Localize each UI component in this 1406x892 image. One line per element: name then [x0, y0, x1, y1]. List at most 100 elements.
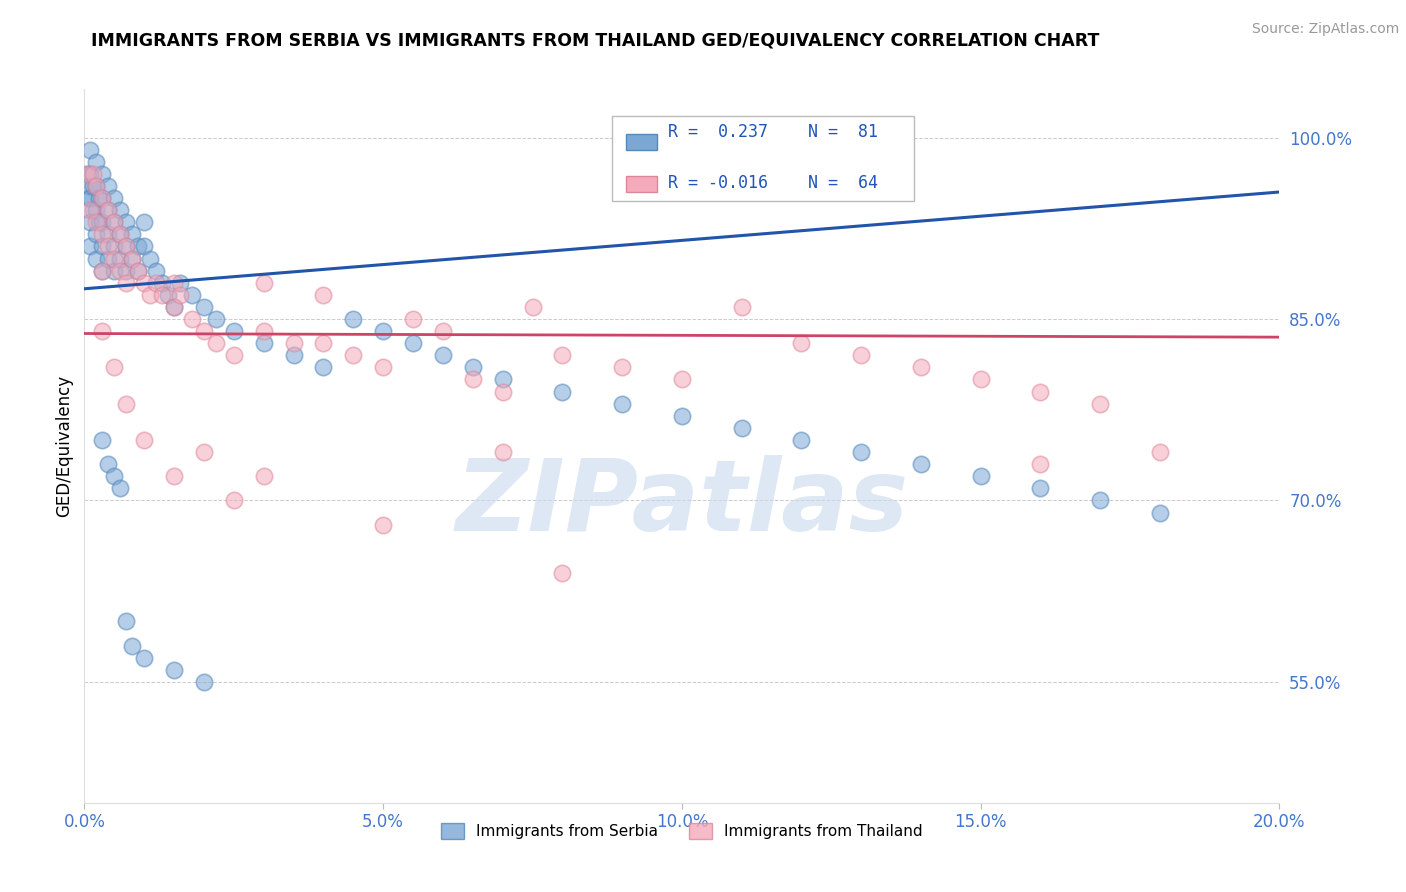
Point — [110, 252, 132, 266]
Point — [671, 409, 693, 423]
Point — [115, 276, 138, 290]
Point — [402, 336, 425, 351]
Point — [103, 263, 125, 277]
Point — [121, 639, 143, 653]
Y-axis label: GED/Equivalency: GED/Equivalency — [55, 375, 73, 517]
Point — [127, 263, 149, 277]
Point — [110, 203, 132, 218]
Point — [79, 191, 101, 205]
Point — [110, 263, 132, 277]
Point — [970, 372, 993, 386]
Point — [103, 469, 125, 483]
Point — [110, 481, 132, 495]
Point — [492, 372, 515, 386]
Point — [86, 154, 108, 169]
Point — [193, 674, 215, 689]
Point — [671, 372, 693, 386]
Point — [91, 239, 114, 253]
Point — [222, 348, 245, 362]
Point — [205, 312, 228, 326]
Point — [970, 469, 993, 483]
Point — [193, 300, 215, 314]
Point — [910, 457, 932, 471]
Point — [91, 215, 114, 229]
Point — [1149, 445, 1171, 459]
Point — [283, 348, 305, 362]
Point — [1029, 384, 1052, 399]
Point — [97, 239, 120, 253]
Point — [139, 252, 162, 266]
Point — [103, 239, 125, 253]
Point — [115, 263, 138, 277]
Point — [97, 227, 120, 242]
Point — [312, 360, 335, 375]
Point — [82, 203, 104, 218]
Point — [115, 215, 138, 229]
Point — [132, 650, 156, 665]
Point — [79, 239, 101, 253]
Point — [1029, 481, 1052, 495]
Text: R =  0.237    N =  81: R = 0.237 N = 81 — [668, 123, 877, 141]
Point — [373, 324, 395, 338]
Point — [1029, 457, 1052, 471]
Point — [91, 191, 114, 205]
Point — [432, 324, 454, 338]
Point — [132, 215, 156, 229]
Point — [110, 227, 132, 242]
Point — [76, 167, 98, 181]
Point — [731, 421, 754, 435]
Point — [91, 324, 114, 338]
Point — [82, 178, 104, 193]
Point — [139, 288, 162, 302]
Point — [169, 276, 191, 290]
Point — [97, 203, 120, 218]
Point — [91, 263, 114, 277]
Point — [790, 433, 813, 447]
Point — [1149, 506, 1171, 520]
Point — [222, 493, 245, 508]
Point — [150, 288, 173, 302]
Point — [97, 203, 120, 218]
Point — [402, 312, 425, 326]
Point — [97, 178, 120, 193]
Point — [86, 252, 108, 266]
Point — [86, 178, 108, 193]
Point — [150, 276, 173, 290]
Point — [253, 336, 276, 351]
Legend: Immigrants from Serbia, Immigrants from Thailand: Immigrants from Serbia, Immigrants from … — [434, 817, 929, 845]
Point — [551, 384, 574, 399]
Point — [115, 397, 138, 411]
Point — [91, 191, 114, 205]
Point — [461, 372, 484, 386]
Point — [181, 312, 204, 326]
Point — [103, 215, 125, 229]
Point — [312, 288, 335, 302]
Point — [145, 276, 167, 290]
Point — [492, 384, 515, 399]
Point — [76, 167, 98, 181]
Point — [1090, 493, 1112, 508]
Point — [79, 203, 101, 218]
Point — [97, 457, 120, 471]
Point — [121, 252, 143, 266]
Point — [127, 263, 149, 277]
Point — [127, 239, 149, 253]
Point — [169, 288, 191, 302]
Point — [91, 167, 114, 181]
Point — [342, 312, 364, 326]
Text: Source: ZipAtlas.com: Source: ZipAtlas.com — [1251, 22, 1399, 37]
Point — [79, 143, 101, 157]
Point — [79, 167, 101, 181]
Point — [103, 191, 125, 205]
Point — [551, 566, 574, 580]
Point — [132, 433, 156, 447]
Point — [181, 288, 204, 302]
Point — [121, 227, 143, 242]
Point — [163, 469, 186, 483]
Point — [157, 288, 180, 302]
Point — [1090, 397, 1112, 411]
Point — [851, 445, 873, 459]
Point — [790, 336, 813, 351]
Point — [86, 227, 108, 242]
Point — [253, 276, 276, 290]
